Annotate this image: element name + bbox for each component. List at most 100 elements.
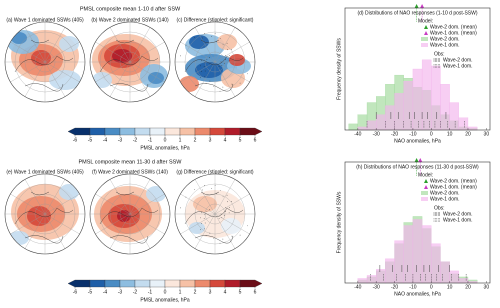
- panel-label: (f) Wave 2 dominated SSWs (140): [92, 169, 168, 175]
- histogram-bar: [394, 240, 404, 284]
- histogram-bar: [376, 114, 386, 131]
- plot-frame: [344, 161, 491, 284]
- meridian: [129, 61, 165, 83]
- chart-title: (h) Distributions of NAO responses (11-3…: [356, 164, 479, 170]
- legend-entry: Wave-1 dom.: [430, 42, 460, 48]
- legend-marker: [424, 25, 428, 29]
- stipple: [204, 76, 205, 78]
- coastline: [184, 191, 244, 244]
- stipple: [185, 196, 187, 198]
- stipple: [209, 232, 211, 234]
- anomaly-region: [189, 222, 205, 234]
- legend-heading: Model:: [418, 18, 433, 24]
- stipple: [219, 190, 221, 192]
- stipple: [226, 42, 228, 44]
- anomaly-region: [146, 186, 166, 202]
- meridian: [214, 213, 236, 249]
- stipple: [228, 60, 230, 62]
- stipple: [209, 57, 210, 59]
- legend-entry: Wave-1 dom. (mean): [430, 30, 477, 36]
- map-field: [175, 174, 255, 254]
- anomaly-region: [11, 32, 27, 44]
- coastline: [99, 191, 159, 244]
- meridian: [129, 213, 165, 235]
- legend-entry: Wave-2 dom.: [430, 190, 460, 196]
- colorbar-segment: [179, 279, 196, 288]
- stipple: [211, 36, 213, 38]
- stipple: [204, 62, 206, 63]
- legend-entry: Wave-2 dom.: [443, 211, 473, 217]
- colorbar-segment: [89, 279, 106, 288]
- colorbar-tick-label: -4: [103, 137, 108, 143]
- colorbar-segment: [194, 279, 211, 288]
- chart-title: (d) Distributions of NAO responses (1-10…: [357, 10, 477, 16]
- stipple: [213, 238, 215, 240]
- stipple: [231, 83, 233, 85]
- colorbar-tick-label: 4: [224, 137, 227, 143]
- anomaly-region: [193, 196, 217, 212]
- meridian: [44, 179, 66, 215]
- histogram-bar: [357, 278, 368, 284]
- map-field: [90, 22, 170, 102]
- stipple: [239, 234, 241, 236]
- x-tick-label: 0: [430, 284, 433, 290]
- histogram-bar: [440, 84, 450, 131]
- coastline: [14, 39, 74, 92]
- map-border: [89, 21, 171, 103]
- y-axis-label: Frequency density of SSWs: [336, 38, 342, 100]
- stipple: [194, 189, 195, 190]
- stipple: [219, 90, 221, 92]
- stipple: [218, 218, 220, 219]
- x-tick-label: -30: [373, 131, 380, 137]
- colorbar-tick-label: 3: [209, 137, 212, 143]
- meridian: [129, 41, 165, 63]
- stipple: [219, 38, 221, 40]
- colorbar-segment: [239, 127, 263, 136]
- meridian: [24, 61, 46, 97]
- stipple: [226, 201, 228, 203]
- x-axis-label: NAO anomalies, hPa: [394, 138, 441, 144]
- x-tick-label: 20: [465, 131, 471, 137]
- stipple: [204, 214, 206, 215]
- legend-heading: Obs:: [434, 51, 445, 57]
- meridian: [44, 213, 80, 235]
- histogram-bar: [385, 105, 395, 131]
- anomaly-region: [59, 184, 79, 200]
- colorbar-tick-label: -5: [88, 137, 93, 143]
- coastline: [99, 39, 159, 92]
- colorbar-tick-label: -5: [88, 289, 93, 295]
- colorbar-segment: [134, 279, 151, 288]
- x-tick-label: 10: [447, 284, 453, 290]
- colorbar-tick-label: 3: [209, 289, 212, 295]
- legend-swatch: [421, 37, 428, 41]
- histogram-bar: [357, 126, 368, 131]
- meridian: [24, 27, 46, 63]
- stipple: [221, 65, 223, 66]
- stipple: [204, 70, 206, 72]
- stipple: [216, 41, 218, 42]
- map-border: [174, 173, 256, 255]
- meridian: [180, 61, 216, 83]
- stipple: [246, 225, 248, 227]
- mean-marker: [414, 4, 419, 8]
- histogram-bar: [366, 275, 377, 284]
- colorbar-tick-label: 2: [194, 289, 197, 295]
- colorbar-segment: [149, 127, 166, 136]
- histogram-bar: [412, 68, 423, 131]
- stipple: [231, 49, 232, 50]
- colorbar-tick-label: 2: [194, 137, 197, 143]
- coastline: [14, 191, 74, 244]
- stipple: [225, 206, 226, 208]
- colorbar-segment: [119, 127, 136, 136]
- histogram-bar: [431, 243, 441, 284]
- map-field: [5, 174, 85, 254]
- meridian: [194, 213, 216, 249]
- stipple: [211, 188, 213, 190]
- meridian: [44, 61, 66, 97]
- stipple: [226, 194, 228, 196]
- histogram-bar: [412, 219, 423, 284]
- colorbar-tick-label: -3: [118, 137, 123, 143]
- anomaly-region: [189, 35, 209, 49]
- colorbar-tick-label: -1: [148, 137, 153, 143]
- histogram-bar: [458, 117, 469, 131]
